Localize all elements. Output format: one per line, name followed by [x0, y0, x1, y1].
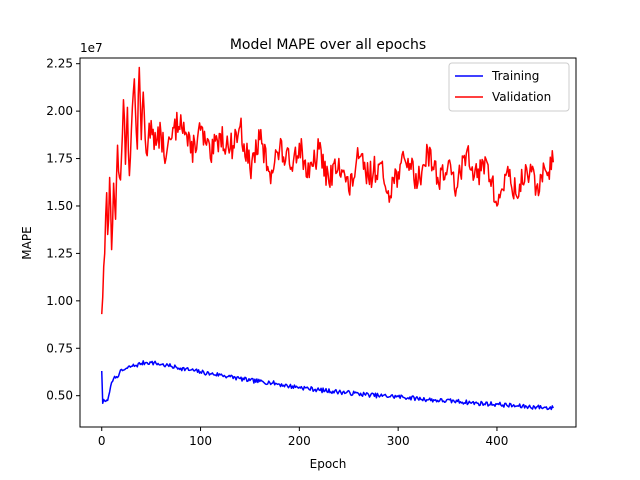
y-tick-label: 2.25	[46, 57, 73, 71]
plot-frame	[79, 57, 577, 428]
chart-title: Model MAPE over all epochs	[230, 37, 426, 53]
x-axis-label: Epoch	[310, 457, 347, 471]
x-tick-label: 200	[288, 434, 311, 448]
legend-training-label: Training	[491, 69, 539, 83]
y-axis-ticks: 0.50 0.75 1.00 1.25 1.50 1.75 2.00 2.25	[46, 57, 80, 403]
y-offset-text: 1e7	[80, 41, 103, 55]
y-tick-label: 1.25	[46, 246, 73, 260]
y-axis-label: MAPE	[20, 226, 34, 259]
training-line	[100, 360, 554, 411]
legend-box	[448, 62, 570, 112]
x-tick-label: 0	[98, 434, 106, 448]
y-tick-label: 1.50	[46, 199, 73, 213]
series-layer	[100, 66, 555, 411]
validation-line	[100, 66, 555, 315]
y-tick-label: 1.75	[46, 152, 73, 166]
x-tick-label: 400	[486, 434, 509, 448]
x-axis-ticks: 0 100 200 300 400	[98, 427, 508, 448]
legend-validation-label: Validation	[492, 90, 551, 104]
y-tick-label: 0.50	[46, 389, 73, 403]
x-tick-label: 300	[387, 434, 410, 448]
legend: Training Validation	[448, 62, 570, 112]
x-tick-label: 100	[189, 434, 212, 448]
y-tick-label: 0.75	[46, 341, 73, 355]
y-tick-label: 1.00	[46, 294, 73, 308]
y-tick-label: 2.00	[46, 104, 73, 118]
